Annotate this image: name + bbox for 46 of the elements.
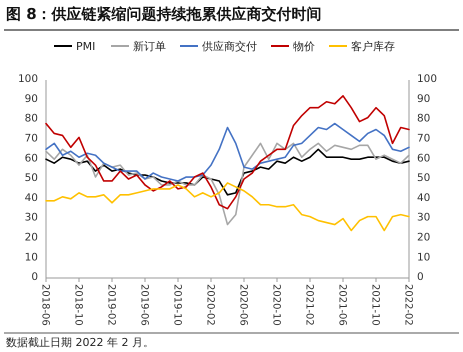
text: 数据截止日期 2022 年 2 月。 [6,336,154,349]
y-tick-label: 80 [24,112,38,125]
x-tick-label: 2019-06 [138,284,150,326]
y2-tick-label: 50 [417,172,430,184]
line-series [45,182,410,232]
x-tick-label: 2019-10 [172,284,182,326]
legend-label: 物价 [293,40,315,53]
chart-title: 图 8：供应链紧缩问题持续拖累供应商交付时间 [6,5,322,23]
y2-tick-label: 30 [417,212,430,224]
legend-label: 新订单 [133,40,166,53]
y2-tick-label: 0 [417,271,424,284]
y2-tick-label: 80 [417,112,430,125]
legend-label: 客户库存 [351,40,395,53]
y-tick-label: 0 [31,271,38,284]
x-tick-label: 2021-06 [336,284,348,326]
y-tick-label: 90 [24,92,38,105]
y-tick-label: 70 [24,132,38,144]
y-tick-label: 20 [24,232,38,244]
y2-tick-label: 100 [417,73,438,86]
y2-tick-label: 70 [417,132,430,144]
x-tick-label: 2020-06 [238,284,248,326]
line-series [45,95,410,210]
y2-tick-label: 20 [417,232,430,244]
y-tick-label: 60 [24,152,38,164]
y-tick-label: 100 [18,73,38,86]
legend-label: PMI [76,40,96,53]
y-tick-label: 40 [24,192,38,204]
y2-tick-label: 60 [417,152,430,164]
legend-label: 供应商交付 [202,40,257,53]
y-tick-label: 10 [24,251,38,264]
line-series [45,122,410,182]
y2-tick-label: 90 [417,92,430,105]
x-tick-label: 2020-10 [270,284,282,326]
y-tick-label: 50 [24,172,38,184]
x-tick-label: 2021-02 [304,284,314,326]
y2-tick-label: 10 [417,251,430,264]
line-series [45,148,410,196]
x-tick-label: 2021-10 [370,284,380,326]
x-tick-label: 2022-02 [402,284,414,326]
line-series [45,142,410,226]
x-tick-label: 2018-06 [40,284,50,326]
x-tick-label: 2019-02 [106,284,116,326]
x-tick-label: 2018-10 [72,284,84,326]
y2-tick-label: 40 [417,192,430,204]
y-tick-label: 30 [24,212,38,224]
x-tick-label: 2020-02 [204,284,216,326]
